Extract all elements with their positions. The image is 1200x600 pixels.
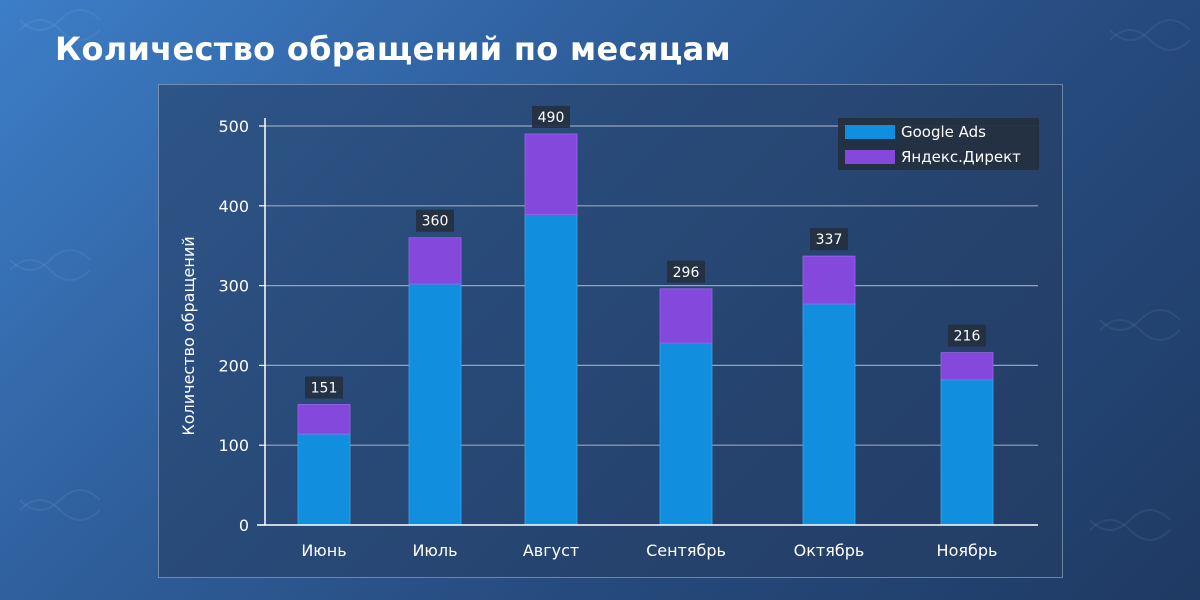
- legend-label[interactable]: Google Ads: [901, 123, 986, 141]
- y-axis-label: Количество обращений: [179, 236, 198, 435]
- total-labels: 151 360 490 296 337 216: [305, 105, 986, 399]
- total-label: 490: [538, 110, 565, 126]
- x-tick-label: Сентябрь: [646, 541, 726, 560]
- total-label: 151: [311, 381, 338, 397]
- bar-google-ads: [802, 303, 856, 526]
- bar-yandex-direct: [659, 288, 713, 344]
- total-label-bg: [667, 260, 705, 283]
- bar-google-ads: [659, 342, 713, 526]
- total-label-bg: [532, 105, 570, 128]
- gridlines: [265, 125, 1038, 446]
- y-tick-labels: 0 100 200 300 400 500: [218, 117, 249, 535]
- x-tick-label: Октябрь: [794, 541, 865, 560]
- total-label-bg: [416, 209, 454, 232]
- y-tick-label: 200: [218, 356, 249, 375]
- bar-google-ads: [297, 433, 351, 526]
- total-label: 360: [422, 214, 449, 230]
- x-tick-label: Июнь: [301, 541, 346, 560]
- y-tick-label: 0: [239, 516, 249, 535]
- bar-google-ads: [524, 214, 578, 526]
- legend-swatch: [845, 125, 895, 139]
- bars: [297, 133, 994, 526]
- total-label-bg: [305, 376, 343, 399]
- bar-google-ads: [940, 379, 994, 526]
- legend-swatch: [845, 150, 895, 164]
- y-tick-label: 500: [218, 117, 249, 136]
- y-tick-label: 100: [218, 436, 249, 455]
- y-tick-label: 300: [218, 277, 249, 296]
- total-label-bg: [948, 324, 986, 347]
- total-label-bg: [810, 228, 848, 251]
- bar-yandex-direct: [940, 352, 994, 381]
- x-tick-label: Июль: [412, 541, 457, 560]
- y-tick-label: 400: [218, 197, 249, 216]
- bar-yandex-direct: [524, 133, 578, 215]
- legend[interactable]: Google Ads Яндекс.Директ: [838, 118, 1039, 170]
- axes: [257, 118, 1038, 526]
- bar-yandex-direct: [297, 404, 351, 435]
- total-label: 337: [816, 232, 843, 248]
- bar-yandex-direct: [408, 237, 462, 285]
- bar-yandex-direct: [802, 255, 856, 305]
- x-tick-label: Ноябрь: [937, 541, 998, 560]
- page-title: Количество обращений по месяцам: [55, 30, 731, 68]
- bar-google-ads: [408, 283, 462, 526]
- total-label: 296: [673, 265, 700, 281]
- legend-label[interactable]: Яндекс.Директ: [901, 148, 1021, 166]
- x-tick-labels: Июнь Июль Август Сентябрь Октябрь Ноябрь: [301, 541, 997, 560]
- x-tick-label: Август: [523, 541, 579, 560]
- total-label: 216: [954, 329, 981, 345]
